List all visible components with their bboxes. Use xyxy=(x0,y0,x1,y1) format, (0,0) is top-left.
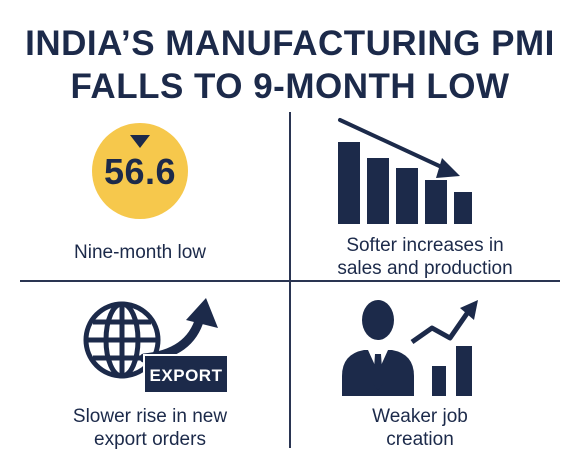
export-caption: Slower rise in new export orders xyxy=(40,405,260,451)
export-caption-line-1: Slower rise in new xyxy=(72,406,228,427)
pmi-badge: 56.6 xyxy=(92,123,188,219)
headline-line-1: INDIA’S MANUFACTURING PMI xyxy=(25,24,555,63)
jobs-caption-line-2: creation xyxy=(386,429,454,450)
jobs-caption: Weaker job creation xyxy=(300,405,540,451)
pmi-value: 56.6 xyxy=(103,151,177,192)
businessman-with-rising-chart-icon xyxy=(342,300,478,396)
export-badge-label: EXPORT xyxy=(149,366,223,385)
declining-bar-chart-icon xyxy=(338,118,472,224)
jobs-caption-line-1: Weaker job xyxy=(372,406,468,427)
sales-caption-line-1: Softer increases in xyxy=(346,235,504,256)
sales-caption-line-2: sales and production xyxy=(337,258,513,279)
pmi-caption-text: Nine-month low xyxy=(74,242,206,263)
export-caption-line-2: export orders xyxy=(94,429,206,450)
export-badge: EXPORT xyxy=(143,354,229,394)
sales-caption: Softer increases in sales and production xyxy=(300,234,550,280)
headline: INDIA’S MANUFACTURING PMI FALLS TO 9-MON… xyxy=(0,22,580,108)
pmi-caption: Nine-month low xyxy=(40,241,240,264)
horizontal-divider xyxy=(20,280,560,282)
down-triangle-icon xyxy=(130,135,150,148)
headline-line-2: FALLS TO 9-MONTH LOW xyxy=(70,67,510,106)
